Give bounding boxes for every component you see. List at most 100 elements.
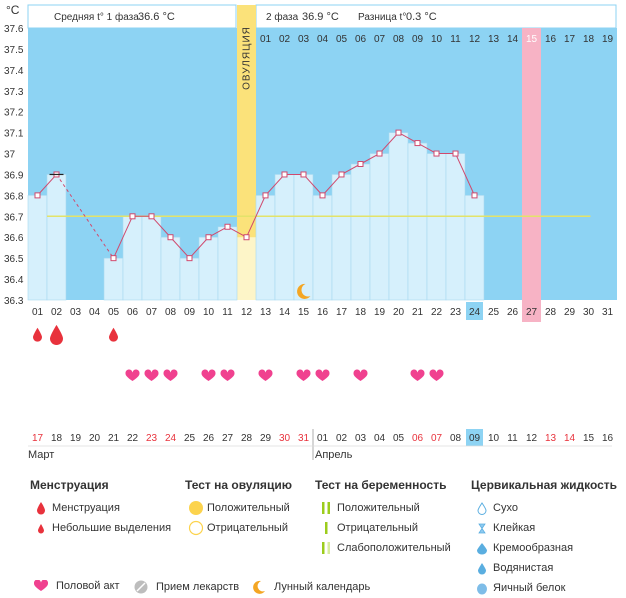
temperature-point <box>262 192 269 199</box>
y-unit-label: °C <box>6 3 20 17</box>
phase1-value: 36.6 °C <box>138 11 175 23</box>
dry-drop-icon <box>471 501 493 515</box>
calendar-date-label: 27 <box>222 433 234 444</box>
legend-lunar: Лунный календарь <box>248 580 370 594</box>
calendar-date-label: 12 <box>526 433 538 444</box>
top-day-label: 09 <box>412 34 424 45</box>
small-drop-icon <box>30 523 52 534</box>
temperature-point <box>357 161 364 167</box>
calendar-date-label: 11 <box>507 433 518 444</box>
temperature-point <box>471 192 478 199</box>
temperature-point <box>243 234 250 241</box>
small-drop-icon <box>109 327 118 342</box>
calendar-date-label: 16 <box>602 433 614 444</box>
legend-item: Отрицательный <box>185 518 292 538</box>
calendar-date-label: 09 <box>469 433 481 444</box>
intercourse-heart-icon <box>429 369 444 381</box>
legend-cervical-title: Цервикальная жидкость <box>471 478 618 492</box>
phase2-value: 36.9 °C <box>302 11 339 23</box>
temperature-bar <box>46 174 67 301</box>
y-tick-label: 37 <box>4 150 16 161</box>
temperature-point <box>186 255 193 262</box>
temperature-bar <box>426 153 447 301</box>
calendar-date-label: 01 <box>317 433 329 444</box>
cycle-day-label: 02 <box>51 307 63 318</box>
cycle-day-label: 04 <box>89 307 101 318</box>
top-day-label: 04 <box>317 34 329 45</box>
cycle-day-label: 28 <box>545 307 557 318</box>
calendar-date-label: 07 <box>431 433 443 444</box>
top-day-label: 16 <box>545 34 557 45</box>
cycle-day-label: 06 <box>127 307 139 318</box>
legend-label: Положительный <box>337 502 420 514</box>
cycle-day-label: 14 <box>279 307 291 318</box>
temperature-line-segment <box>322 174 342 196</box>
legend-pregnancy-title: Тест на беременность <box>315 478 447 492</box>
calendar-date-label: 21 <box>108 433 120 444</box>
temperature-bar <box>141 216 162 301</box>
moon-icon <box>297 283 311 299</box>
legend-item: Менструация <box>30 498 171 518</box>
top-day-label: 13 <box>488 34 500 45</box>
y-tick-label: 37.2 <box>4 108 24 119</box>
temperature-point <box>110 255 117 262</box>
calendar-date-label: 31 <box>298 433 310 444</box>
temperature-bar <box>122 216 143 301</box>
negative-circle-icon <box>185 520 207 536</box>
legend-label: Водянистая <box>493 562 554 574</box>
temperature-bar <box>369 153 390 301</box>
intercourse-heart-icon <box>163 369 178 381</box>
temperature-line-segment <box>455 153 475 196</box>
legend-menstruation: Менструация Менструация Небольшие выделе… <box>30 478 171 538</box>
legend-item: Положительный <box>315 498 451 518</box>
y-tick-label: 37.5 <box>4 45 24 56</box>
legend-item: Сухо <box>471 498 617 518</box>
top-day-label: 18 <box>583 34 595 45</box>
pill-icon <box>130 580 152 594</box>
top-day-label: 12 <box>469 34 481 45</box>
legend-ovulation-title: Тест на овуляцию <box>185 478 292 492</box>
temperature-point <box>34 192 41 199</box>
cycle-day-label: 17 <box>336 307 348 318</box>
temperature-point <box>300 171 307 178</box>
cycle-day-label: 08 <box>165 307 177 318</box>
temperature-bar <box>27 195 48 301</box>
top-day-label: 03 <box>298 34 310 45</box>
legend-menstruation-title: Менструация <box>30 478 109 492</box>
y-tick-label: 36.4 <box>4 275 24 286</box>
cycle-day-label: 18 <box>355 307 367 318</box>
temperature-point <box>319 192 326 199</box>
temperature-bar <box>312 195 333 301</box>
temperature-bar <box>407 142 428 301</box>
cycle-day-label: 09 <box>184 307 196 318</box>
cycle-day-label: 24 <box>469 307 481 318</box>
legend-item: Отрицательный <box>315 518 451 538</box>
cycle-day-label: 31 <box>602 307 614 318</box>
cycle-day-label: 26 <box>507 307 519 318</box>
temperature-point <box>452 150 459 157</box>
temperature-line-segment <box>151 215 171 238</box>
top-day-label: 07 <box>374 34 386 45</box>
temperature-bar <box>293 174 314 301</box>
temperature-line-segment <box>303 174 323 196</box>
calendar-date-label: 10 <box>488 433 500 444</box>
legend-intercourse: Половой акт <box>30 580 120 592</box>
temperature-point <box>205 234 212 241</box>
legend-item: Слабоположительный <box>315 538 451 558</box>
temperature-line-segment <box>417 142 437 154</box>
top-day-label: 05 <box>336 34 348 45</box>
phase1-label: Средняя t° 1 фаза <box>54 11 139 23</box>
calendar-date-label: 04 <box>374 433 386 444</box>
cycle-day-label: 21 <box>412 307 424 318</box>
temperature-line-segment <box>360 153 380 165</box>
legend-medication: Прием лекарств <box>130 580 239 594</box>
temperature-line-segment <box>265 174 285 196</box>
intercourse-heart-icon <box>258 369 273 381</box>
intercourse-heart-icon <box>410 369 425 381</box>
calendar-date-label: 18 <box>51 433 63 444</box>
temperature-bar <box>179 257 200 301</box>
temperature-bar <box>217 226 238 301</box>
temperature-line-segment <box>37 174 57 196</box>
cycle-day-label: 22 <box>431 307 443 318</box>
calendar-date-label: 17 <box>32 433 44 444</box>
